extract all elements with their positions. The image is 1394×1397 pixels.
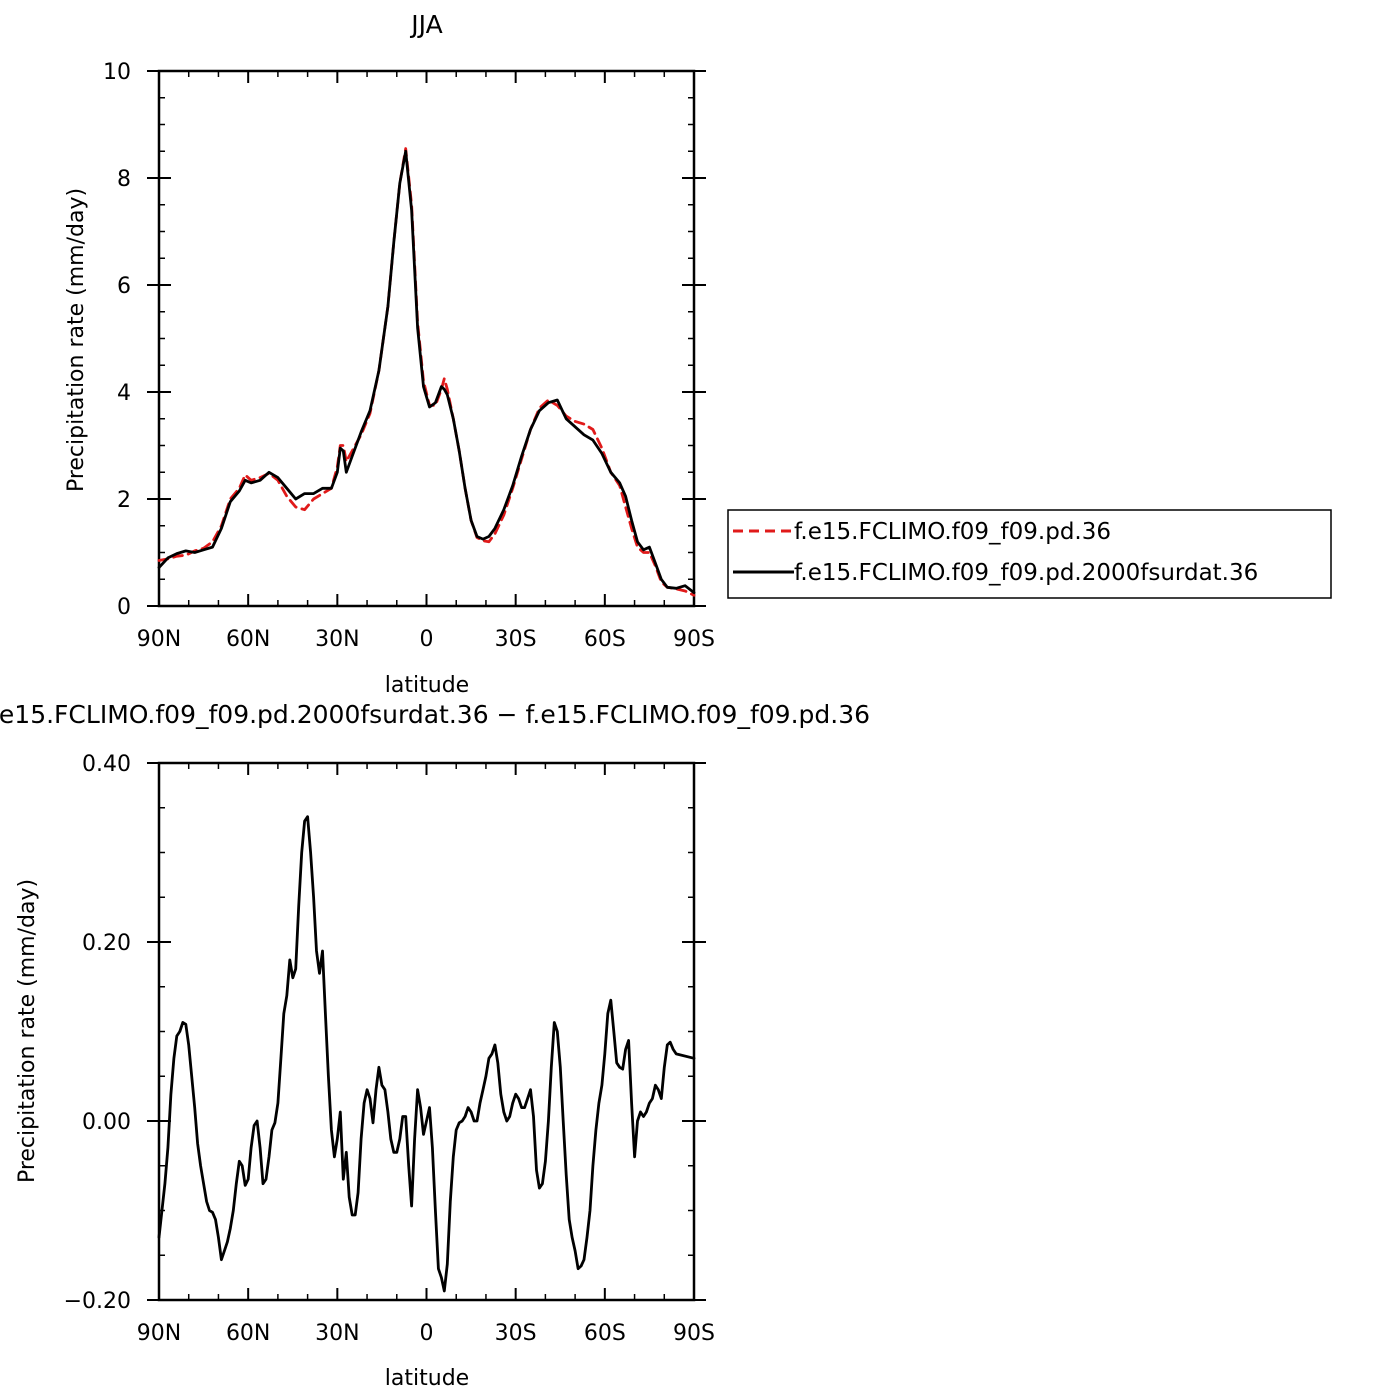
legend-label-series-b: f.e15.FCLIMO.f09_f09.pd.2000fsurdat.36	[794, 560, 1258, 586]
legend-box	[727, 509, 1332, 599]
difference-plot: f.e15.FCLIMO.f09_f09.pd.2000fsurdat.36 −…	[0, 700, 870, 1391]
top-series-line-1	[157, 149, 696, 594]
bottom-xtick-label: 90S	[673, 1321, 715, 1346]
bottom-xtick-label: 30S	[495, 1321, 537, 1346]
bottom-series-line-0	[157, 815, 696, 1293]
top-ytick-label: 8	[117, 167, 131, 192]
top-ylabel: Precipitation rate (mm/day)	[64, 188, 89, 492]
bottom-ytick-label: 0.20	[82, 931, 131, 956]
bottom-ytick-label: 0.40	[82, 752, 131, 777]
top-series-line-0	[157, 147, 696, 597]
top-xtick-label: 0	[420, 627, 434, 652]
bottom-axis-ticks: 90N 60N 30N 0 30S 60S 90S −0.20 0.00 0.20 0.40	[64, 752, 715, 1346]
top-xtick-label: 90N	[137, 627, 181, 652]
top-ytick-label: 0	[117, 595, 131, 620]
top-xtick-label: 30S	[495, 627, 537, 652]
bottom-xtick-label: 90N	[137, 1321, 181, 1346]
bottom-xlabel: latitude	[385, 1366, 469, 1391]
top-series-lines	[157, 147, 696, 597]
legend: f.e15.FCLIMO.f09_f09.pd.36 f.e15.FCLIMO.…	[727, 509, 1332, 599]
top-xtick-label: 90S	[673, 627, 715, 652]
bottom-ytick-label: −0.20	[64, 1289, 131, 1314]
top-axis-ticks: 90N 60N 30N 0 30S 60S 90S 0 2 4 6 8 10	[103, 60, 715, 652]
top-plot-title: JJA	[409, 10, 442, 39]
bottom-xtick-label: 60N	[226, 1321, 270, 1346]
bottom-series-lines	[157, 815, 696, 1293]
bottom-xtick-label: 30N	[315, 1321, 359, 1346]
top-ytick-label: 2	[117, 488, 131, 513]
bottom-plot-title: f.e15.FCLIMO.f09_f09.pd.2000fsurdat.36 −…	[0, 700, 870, 729]
top-xlabel: latitude	[385, 673, 469, 698]
top-ytick-label: 6	[117, 274, 131, 299]
bottom-ylabel: Precipitation rate (mm/day)	[15, 879, 40, 1183]
top-xtick-label: 30N	[315, 627, 359, 652]
legend-label-series-a: f.e15.FCLIMO.f09_f09.pd.36	[794, 519, 1111, 545]
bottom-xtick-label: 0	[420, 1321, 434, 1346]
bottom-xtick-label: 60S	[584, 1321, 626, 1346]
top-xtick-label: 60N	[226, 627, 270, 652]
bottom-ytick-label: 0.00	[82, 1110, 131, 1135]
top-plot-frame	[157, 69, 696, 608]
top-ytick-label: 10	[103, 60, 131, 85]
top-xtick-label: 60S	[584, 627, 626, 652]
top-ytick-label: 4	[117, 381, 131, 406]
